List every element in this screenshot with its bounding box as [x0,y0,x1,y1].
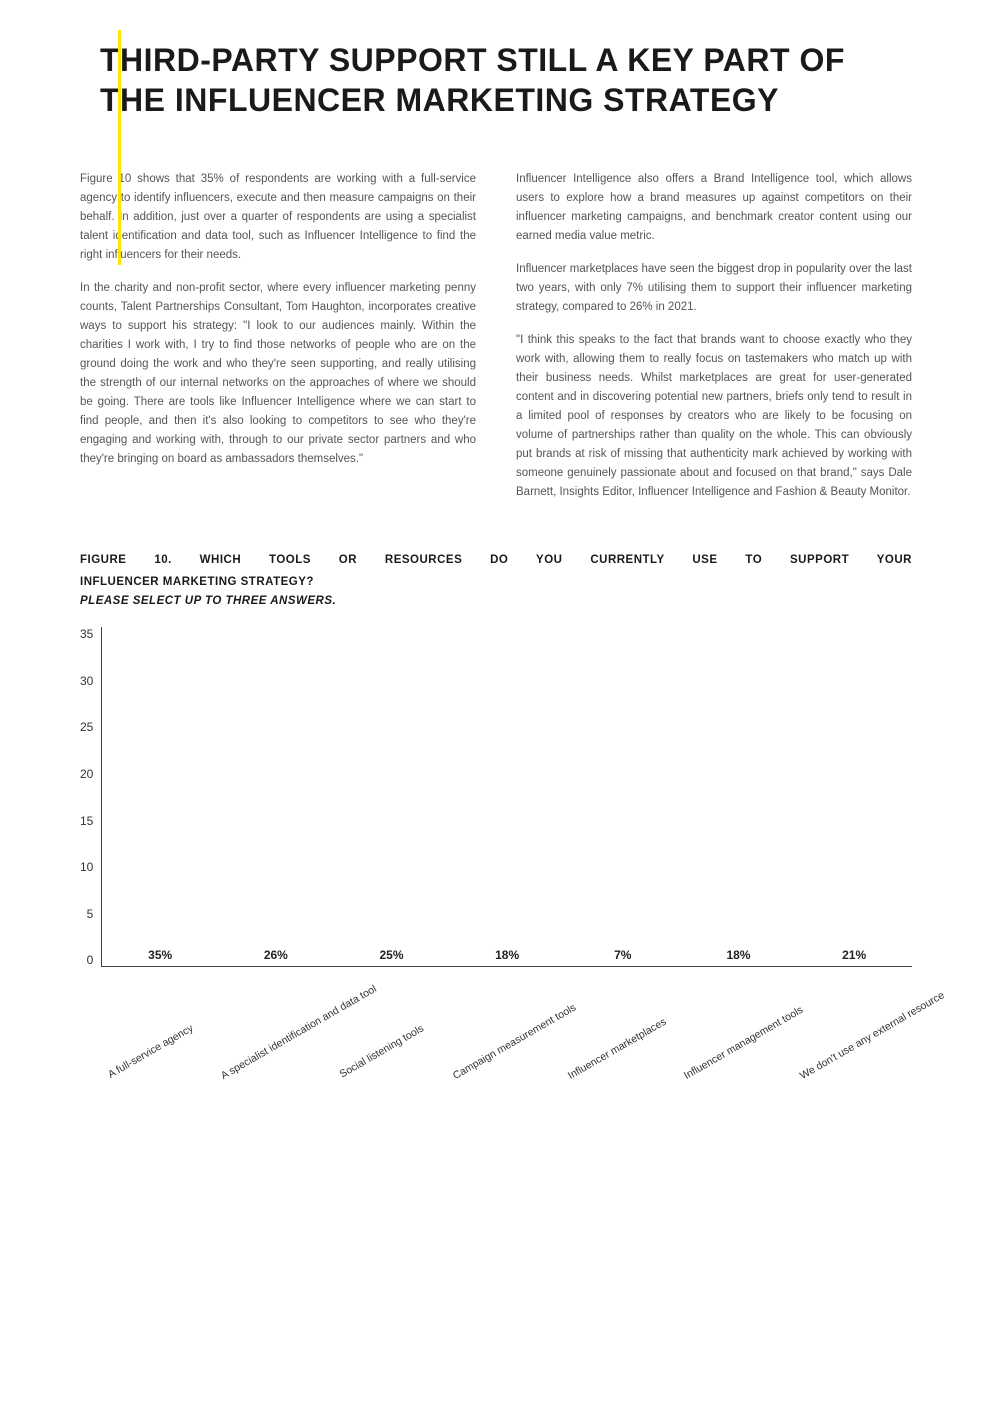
x-axis-label: Campaign measurement tools [450,1021,544,1082]
bar-value-label: 21% [842,948,866,962]
page-title: THIRD-PARTY SUPPORT STILL A KEY PART OF … [80,40,912,120]
plot-area: 35%26%25%18%7%18%21% A full-service agen… [101,627,912,967]
bar-value-label: 26% [264,948,288,962]
bar-group: 35% [110,948,211,966]
bar-group: 25% [341,948,442,966]
paragraph: Influencer marketplaces have seen the bi… [516,260,912,317]
x-axis-label: A full-service agency [103,1021,197,1082]
y-tick: 25 [80,720,93,734]
body-columns: Figure 10 shows that 35% of respondents … [80,170,912,516]
paragraph: "I think this speaks to the fact that br… [516,331,912,502]
paragraph: Influencer Intelligence also offers a Br… [516,170,912,246]
figure-subtitle: PLEASE SELECT UP TO THREE ANSWERS. [80,595,912,607]
bar-value-label: 7% [614,948,631,962]
header: THIRD-PARTY SUPPORT STILL A KEY PART OF … [80,40,912,120]
y-tick: 30 [80,674,93,688]
figure-title-line2: INFLUENCER MARKETING STRATEGY? [80,573,912,591]
figure-title-line1: FIGURE 10. WHICH TOOLS OR RESOURCES DO Y… [80,551,912,569]
y-tick: 0 [87,953,94,967]
bars-container: 35% 26% 25% 18% 7% 18% 21% [102,627,912,966]
figure-caption: FIGURE 10. WHICH TOOLS OR RESOURCES DO Y… [80,551,912,608]
x-axis-label: Influencer management tools [682,1021,776,1082]
paragraph: In the charity and non-profit sector, wh… [80,279,476,469]
x-axis-label: Social listening tools [335,1021,429,1082]
y-tick: 10 [80,860,93,874]
y-axis: 35 30 25 20 15 10 5 0 [80,627,101,967]
accent-bar [118,30,121,265]
right-column: Influencer Intelligence also offers a Br… [516,170,912,516]
x-axis-label: We don't use any external resource [797,1021,891,1082]
x-labels-container: A full-service agencyA specialist identi… [102,975,912,987]
x-axis-label: A specialist identification and data too… [219,1021,313,1082]
y-tick: 15 [80,814,93,828]
y-tick: 35 [80,627,93,641]
bar-value-label: 18% [495,948,519,962]
bar-value-label: 25% [379,948,403,962]
paragraph: Figure 10 shows that 35% of respondents … [80,170,476,265]
bar-chart: 35 30 25 20 15 10 5 0 35% 26% 25% 18% 7% 18% 2… [80,627,912,1127]
bar-group: 21% [804,948,905,966]
bar-group: 7% [572,948,673,966]
y-tick: 5 [87,907,94,921]
left-column: Figure 10 shows that 35% of respondents … [80,170,476,516]
bar-group: 26% [225,948,326,966]
x-axis-label: Influencer marketplaces [566,1021,660,1082]
y-tick: 20 [80,767,93,781]
bar-value-label: 35% [148,948,172,962]
bar-value-label: 18% [726,948,750,962]
bar-group: 18% [688,948,789,966]
bar-group: 18% [457,948,558,966]
